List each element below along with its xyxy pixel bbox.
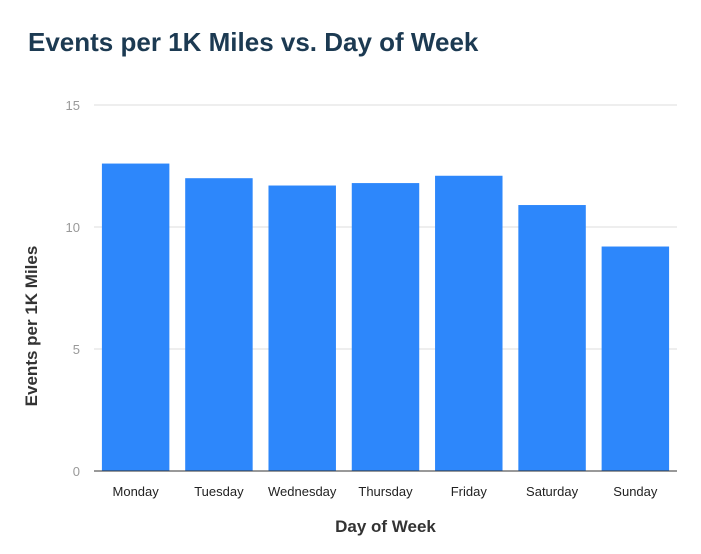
y-axis-title: Events per 1K Miles [22, 246, 41, 407]
x-tick-label: Wednesday [268, 484, 337, 499]
y-tick-label: 10 [66, 220, 80, 235]
bar-wednesday[interactable] [268, 185, 336, 471]
x-tick-label: Saturday [526, 484, 579, 499]
x-tick-label: Sunday [613, 484, 658, 499]
y-tick-label: 0 [73, 464, 80, 479]
chart-title: Events per 1K Miles vs. Day of Week [28, 27, 479, 57]
y-tick-label: 5 [73, 342, 80, 357]
bars [101, 163, 670, 472]
x-tick-label: Friday [451, 484, 488, 499]
bar-monday[interactable] [101, 163, 170, 471]
y-axis-ticks: 0 5 10 15 [66, 98, 80, 479]
x-axis-ticks: Monday Tuesday Wednesday Thursday Friday Satu… [113, 484, 658, 499]
x-tick-label: Thursday [358, 484, 413, 499]
bar-sunday[interactable] [601, 246, 670, 471]
bar-tuesday[interactable] [185, 178, 253, 471]
bar-friday[interactable] [435, 175, 503, 471]
x-axis-title: Day of Week [335, 517, 436, 536]
bar-saturday[interactable] [518, 205, 586, 472]
bar-thursday[interactable] [351, 183, 420, 471]
x-tick-label: Monday [113, 484, 160, 499]
y-tick-label: 15 [66, 98, 80, 113]
x-tick-label: Tuesday [194, 484, 244, 499]
